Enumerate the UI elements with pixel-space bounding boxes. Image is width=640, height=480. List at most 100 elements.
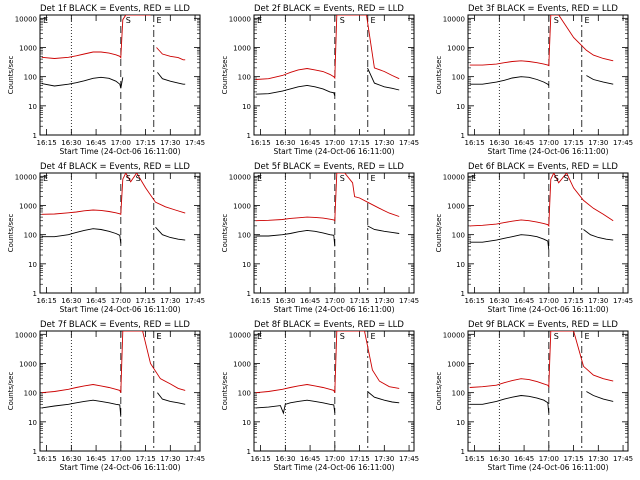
annotation-marker: S [126,174,131,183]
x-tick-label: 16:30 [61,139,81,147]
x-axis-label: Start Time (24-Oct-06 16:11:00) [59,305,180,314]
panel-3: Det 3f BLACK = Events, RED = LLD 1 10 100 10… [435,4,633,156]
x-axis-label: Start Time (24-Oct-06 16:11:00) [59,463,180,472]
series-group [41,331,186,417]
x-tick-label: 17:30 [160,139,180,147]
x-tick-label: 17:15 [349,139,369,147]
panel-title: Det 9f BLACK = Events, RED = LLD [468,320,618,330]
y-tick-label: 10 [242,261,251,269]
plot-frame [467,14,629,136]
x-tick-label: 17:00 [539,455,559,463]
x-tick-label: 17:45 [613,455,633,463]
panel-2: Det 2f BLACK = Events, RED = LLD 1 10 100 10… [221,4,419,156]
x-tick-label: 17:45 [613,139,633,147]
x-tick-label: 16:15 [37,455,57,463]
x-tick-label: 16:15 [37,139,57,147]
x-tick-label: 17:15 [135,455,155,463]
series-line-1 [255,399,336,415]
series-line-3 [586,391,614,402]
y-axis-label: Counts/sec [221,372,229,411]
x-tick-label: 17:30 [160,297,180,305]
x-tick-label: 17:15 [349,297,369,305]
x-tick-label: 17:00 [111,297,131,305]
series-group [255,173,400,247]
y-tick-label: 100 [24,74,37,82]
y-tick-label: 1000 [233,44,251,52]
annotation-marker: E [43,174,48,183]
x-tick-label: 16:45 [514,139,534,147]
panel-title: Det 2f BLACK = Events, RED = LLD [254,4,404,14]
x-tick-label: 16:45 [86,297,106,305]
y-tick-label: 10000 [15,15,37,23]
y-tick-label: 10000 [229,15,251,23]
x-tick-label: 16:15 [251,139,271,147]
series-line-1 [469,395,550,414]
series-line-3 [586,75,614,85]
x-tick-label: 17:15 [135,297,155,305]
y-tick-label: 100 [238,74,251,82]
series-group [255,15,400,96]
x-tick-label: 17:15 [135,139,155,147]
y-axis-label: Counts/sec [435,372,443,411]
y-tick-label: 1000 [19,202,37,210]
x-tick-label: 17:45 [185,455,205,463]
y-tick-label: 100 [24,232,37,240]
x-axis-label: Start Time (24-Oct-06 16:11:00) [273,305,394,314]
series-group [469,173,614,250]
series-line-1 [469,76,550,86]
y-tick-label: 10 [456,261,465,269]
series-line-2 [469,331,614,389]
y-axis-label: Counts/sec [435,56,443,95]
y-tick-label: 100 [452,390,465,398]
series-group [41,15,186,89]
x-tick-label: 16:15 [251,455,271,463]
y-tick-label: 10 [242,419,251,427]
series-line-1 [469,234,550,250]
y-tick-label: 1 [33,448,37,456]
y-tick-label: 1 [247,290,251,298]
series-line-2 [41,331,186,394]
y-tick-label: 1 [461,132,465,140]
x-tick-label: 16:15 [251,297,271,305]
x-tick-label: 16:30 [275,297,295,305]
y-tick-label: 1 [461,290,465,298]
series-line-3 [157,72,186,85]
panel-7: Det 7f BLACK = Events, RED = LLD 1 10 100 10… [7,320,205,472]
y-tick-label: 10 [456,103,465,111]
x-tick-label: 17:45 [185,297,205,305]
x-axis-label: Start Time (24-Oct-06 16:11:00) [273,147,394,156]
x-tick-label: 17:30 [374,455,394,463]
x-axis-label: Start Time (24-Oct-06 16:11:00) [487,147,608,156]
x-axis-label: Start Time (24-Oct-06 16:11:00) [273,463,394,472]
panel-title: Det 1f BLACK = Events, RED = LLD [40,4,190,14]
x-tick-label: 16:45 [300,455,320,463]
annotation-marker: E [257,174,262,183]
series-line-1 [41,76,124,89]
annotation-marker: E [156,332,161,341]
annotation-marker: E [584,332,589,341]
series-group [469,15,614,86]
x-tick-label: 17:30 [160,455,180,463]
annotation-marker: E [257,16,262,25]
y-tick-label: 1 [247,132,251,140]
x-tick-label: 17:30 [588,139,608,147]
x-tick-label: 17:45 [399,139,419,147]
series-line-3 [155,226,186,241]
x-tick-label: 17:45 [185,139,205,147]
y-axis-label: Counts/sec [7,214,15,253]
series-line-2 [255,15,400,80]
x-tick-label: 16:15 [465,139,485,147]
plot-frame [39,330,201,452]
x-tick-label: 16:45 [300,297,320,305]
y-tick-label: 1000 [447,202,465,210]
x-tick-label: 16:30 [61,455,81,463]
annotation-marker: E [43,16,48,25]
y-tick-label: 1 [33,290,37,298]
x-axis-label: Start Time (24-Oct-06 16:11:00) [487,463,608,472]
y-tick-label: 1 [33,132,37,140]
annotation-marker: S [340,332,345,341]
y-tick-label: 10 [242,103,251,111]
y-axis-label: Counts/sec [7,372,15,411]
panel-5: Det 5f BLACK = Events, RED = LLD 1 10 100 10… [221,162,419,314]
